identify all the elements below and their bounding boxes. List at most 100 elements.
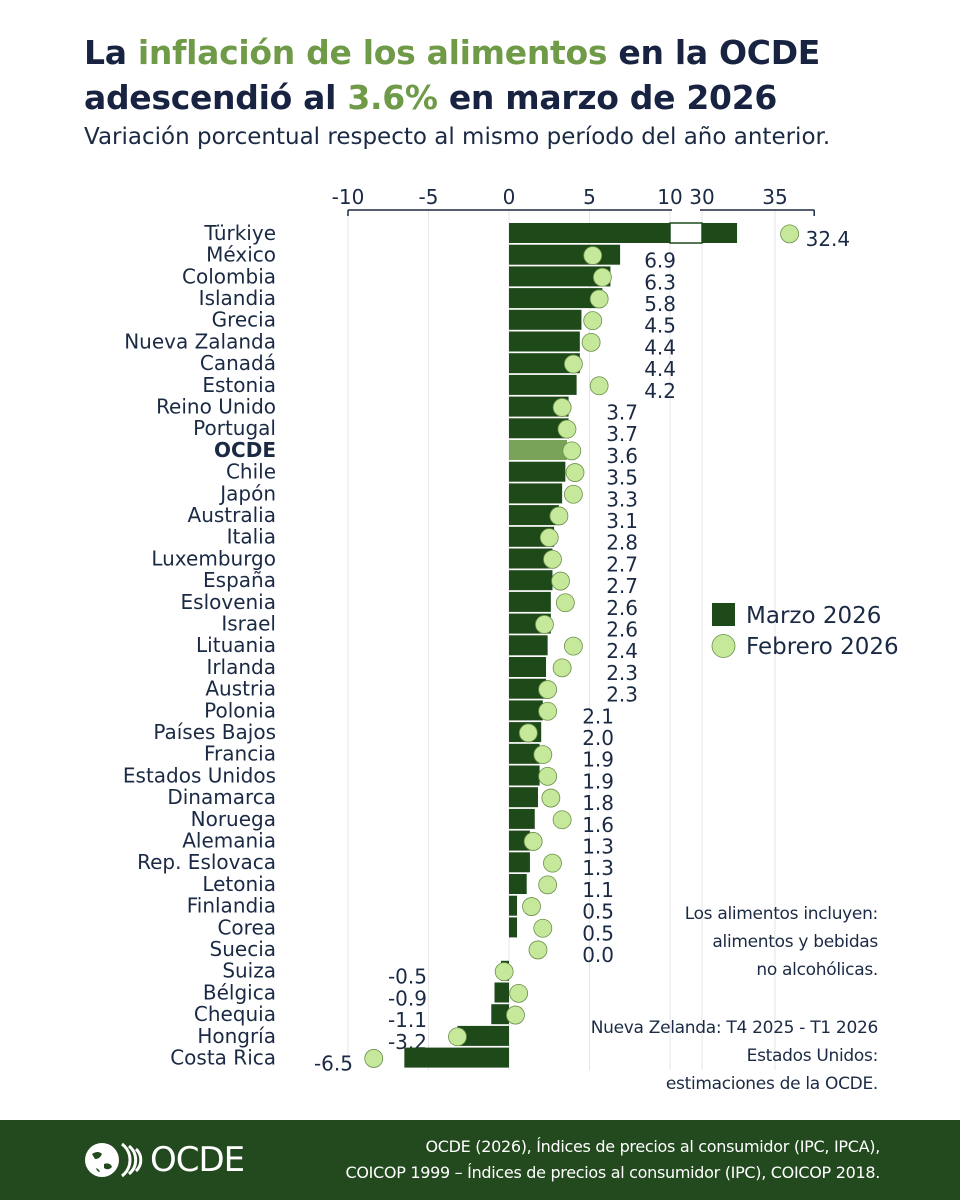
category-label: Suiza [222, 959, 276, 983]
bar-march [491, 1004, 509, 1025]
category-label: Luxemburgo [151, 546, 276, 570]
category-label: Japón [218, 481, 276, 505]
title-highlight-value: 3.6% [347, 78, 438, 117]
data-label: 2.4 [606, 639, 638, 663]
title-text: adescendió al [84, 78, 348, 117]
x-tick-label: 35 [762, 185, 787, 209]
bar-march [509, 787, 538, 808]
data-label: 0.5 [582, 921, 614, 945]
category-label: Bélgica [203, 980, 276, 1004]
bar-march [509, 266, 611, 287]
bar-oecd [509, 440, 567, 460]
dot-february [538, 766, 558, 786]
dot-february [509, 983, 529, 1003]
data-label: 1.8 [582, 791, 614, 815]
legend-label: Marzo 2026 [746, 603, 881, 629]
dot-february [538, 701, 558, 721]
dot-february [565, 463, 585, 482]
x-tick-label: -10 [332, 185, 365, 209]
dot-february [564, 636, 583, 656]
category-label: Grecia [212, 308, 276, 332]
bar-march [509, 331, 580, 352]
dot-february [528, 940, 548, 960]
category-label: OCDE [214, 438, 276, 462]
axis-break-marker [669, 222, 703, 244]
bar-march [509, 852, 530, 873]
data-label: 4.4 [644, 335, 676, 359]
dot-february [535, 615, 554, 634]
bar-march [509, 374, 577, 395]
bar-march [509, 309, 582, 330]
data-label: 1.3 [582, 834, 614, 858]
data-label: 5.8 [644, 292, 676, 316]
data-label: 1.6 [582, 813, 614, 837]
x-tick-label: 0 [503, 185, 516, 209]
data-label: 3.7 [606, 422, 638, 446]
note-line: Estados Unidos: [746, 1046, 879, 1066]
dot-february [543, 853, 562, 873]
bar-march [509, 895, 518, 916]
dot-february [552, 810, 572, 830]
x-tick-label: 10 [657, 185, 682, 209]
bar-march [509, 570, 553, 591]
category-label: Irlanda [206, 655, 276, 679]
bar-march [494, 982, 509, 1003]
data-label: 2.1 [582, 704, 614, 728]
bar-march [509, 223, 670, 243]
note-line: alimentos y bebidas [712, 932, 878, 952]
data-label: 0.5 [582, 900, 614, 924]
bar-march [509, 396, 569, 417]
dot-february [552, 398, 572, 417]
dot-february [549, 506, 569, 526]
dot-february [518, 723, 538, 743]
bar-march [509, 808, 535, 829]
legend-swatch-february [711, 634, 736, 658]
category-label: Nueva Zalanda [124, 329, 276, 353]
dot-february [564, 354, 583, 374]
data-label: 2.8 [606, 531, 638, 555]
category-label: Letonia [202, 872, 276, 896]
dot-february [506, 1005, 525, 1025]
dot-february [592, 267, 612, 287]
bar-march [509, 657, 547, 677]
dot-february [494, 962, 514, 982]
category-label: España [203, 568, 276, 592]
note-line: estimaciones de la OCDE. [665, 1074, 878, 1094]
data-label: 2.6 [606, 596, 638, 620]
category-label: Canadá [200, 351, 276, 375]
data-label: 1.1 [582, 878, 614, 902]
dot-february [533, 745, 553, 765]
dot-february [448, 1027, 467, 1047]
dot-february [541, 788, 561, 808]
note-countries: Nueva Zelanda: T4 2025 - T1 2026 Estados… [591, 1014, 879, 1098]
data-label: 2.3 [606, 661, 638, 685]
dot-february [583, 246, 603, 265]
data-label: 1.9 [582, 769, 614, 793]
note-line: no alcohólicas. [756, 960, 878, 980]
data-label: 3.5 [606, 466, 638, 490]
category-label: Islandia [199, 286, 276, 310]
category-label: Australia [188, 503, 276, 527]
data-label: 2.7 [606, 574, 638, 598]
dot-february [522, 897, 541, 916]
data-label: 0.0 [582, 943, 614, 967]
note-foods: Los alimentos incluyen: alimentos y bebi… [685, 900, 879, 984]
data-label: 6.9 [644, 249, 676, 273]
category-label: Reino Unido [156, 394, 276, 418]
bar-march [457, 1025, 509, 1046]
bar-chart: -10 -5 0 5 10 30 35 Türkiye 32.4 México 6.9 Colombi… [123, 185, 899, 1075]
category-label: Estonia [202, 373, 276, 397]
bar-march [509, 874, 527, 894]
category-label: Finlandia [187, 894, 276, 918]
dot-february [780, 224, 799, 244]
data-label: 3.6 [606, 444, 638, 468]
bar-march [509, 700, 543, 721]
bar-march [509, 548, 553, 569]
x-tick-label: 5 [583, 185, 596, 209]
title-highlight: inflación de los alimentos [137, 33, 608, 72]
logo-text: OCDE [150, 1140, 245, 1180]
category-label: Chile [226, 460, 276, 484]
legend-swatch-march [712, 603, 735, 626]
dot-february [543, 549, 562, 569]
title-text: La [84, 33, 138, 72]
